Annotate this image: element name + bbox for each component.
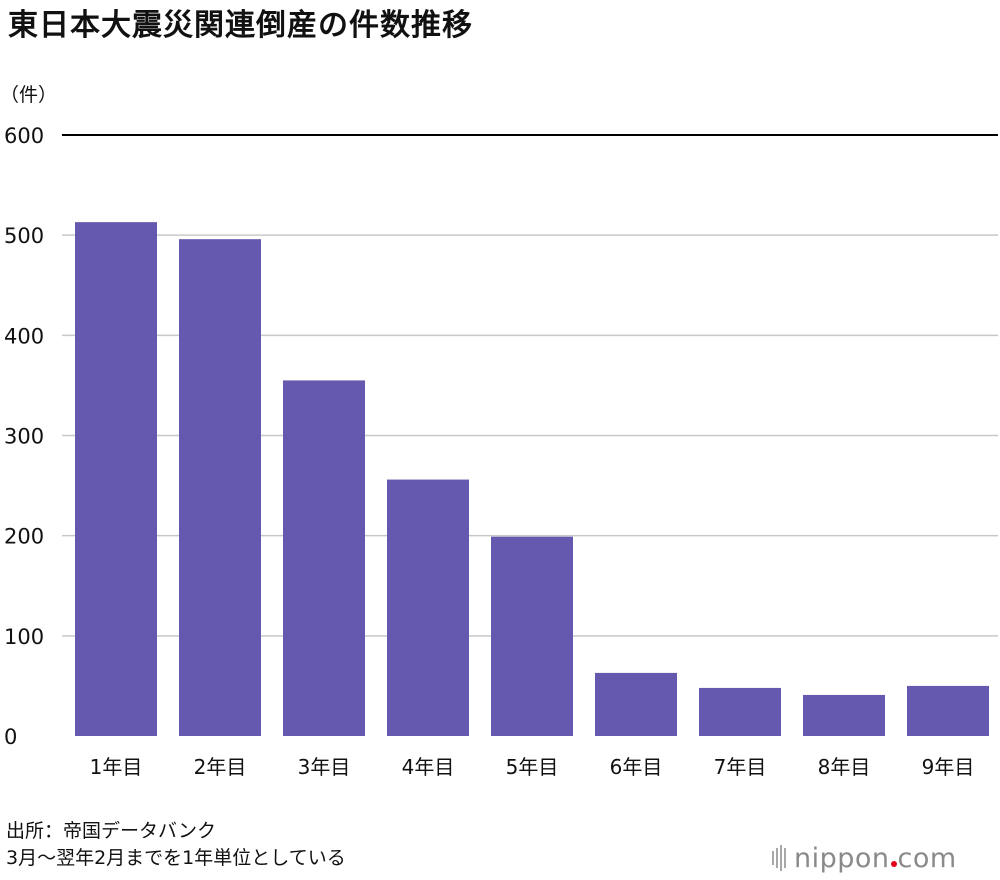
- x-tick-label: 8年目: [818, 755, 871, 779]
- y-axis-ticks: 0 100 200 300 400 500 600: [4, 124, 44, 749]
- logo-bars-icon: [772, 845, 788, 871]
- chart-title: 東日本大震災関連倒産の件数推移: [8, 8, 473, 43]
- y-tick-label: 400: [4, 324, 44, 348]
- footer: 出所：帝国データバンク 3月〜翌年2月までを1年単位としている: [6, 818, 346, 872]
- x-tick-label: 2年目: [194, 755, 247, 779]
- logo-tld: com: [897, 842, 957, 874]
- x-tick-label: 5年目: [506, 755, 559, 779]
- bar: [907, 685, 989, 736]
- period-note: 3月〜翌年2月までを1年単位としている: [6, 847, 346, 869]
- bars: [75, 222, 989, 736]
- y-tick-label: 300: [4, 425, 44, 449]
- x-axis-ticks: 1年目 2年目 3年目 4年目 5年目 6年目 7年目 8年目 9年目: [90, 755, 975, 779]
- bar: [491, 536, 573, 736]
- source-note: 出所：帝国データバンク: [6, 820, 216, 842]
- logo-name: nippon: [794, 842, 890, 874]
- bar: [387, 479, 469, 736]
- logo-dot: [890, 860, 897, 867]
- y-tick-label: 0: [4, 725, 17, 749]
- bar: [699, 687, 781, 736]
- logo-wordmark: nippon com: [794, 843, 957, 874]
- y-axis-unit-label: （件）: [0, 84, 57, 106]
- x-tick-label: 3年目: [298, 755, 351, 779]
- y-tick-label: 600: [4, 124, 44, 148]
- bar: [75, 222, 157, 736]
- y-tick-label: 500: [4, 224, 44, 248]
- x-tick-label: 4年目: [402, 755, 455, 779]
- x-tick-label: 1年目: [90, 755, 143, 779]
- nippon-logo: nippon com: [772, 838, 957, 878]
- x-tick-label: 9年目: [922, 755, 975, 779]
- bar: [179, 239, 261, 736]
- y-tick-label: 200: [4, 525, 44, 549]
- bar-chart: （件） 0 100 200 300 400 500 600 1年目 2年目 3年目 4年目 5年目 6…: [0, 84, 998, 779]
- bar: [283, 380, 365, 736]
- x-tick-label: 6年目: [610, 755, 663, 779]
- y-tick-label: 100: [4, 625, 44, 649]
- bar: [595, 672, 677, 736]
- x-tick-label: 7年目: [714, 755, 767, 779]
- bar: [803, 694, 885, 736]
